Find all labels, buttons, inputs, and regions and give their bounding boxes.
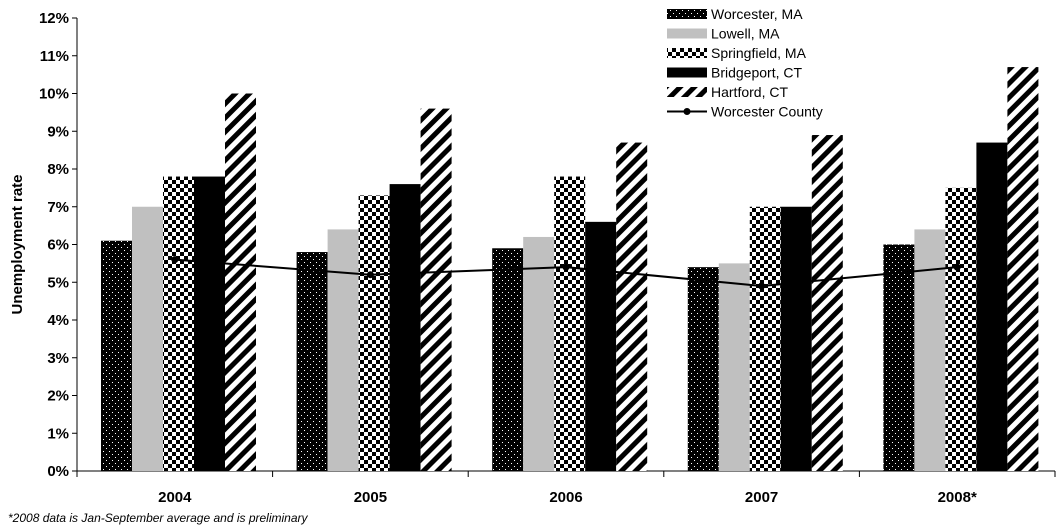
- bar-lowell-ma-2004: [132, 206, 163, 471]
- x-category-label: 2007: [745, 489, 778, 506]
- bars: [101, 67, 1039, 472]
- y-tick-label: 6%: [47, 237, 69, 254]
- bar-lowell-ma-2006: [523, 236, 555, 471]
- y-tick-label: 12%: [39, 10, 69, 27]
- y-tick-label: 11%: [40, 48, 69, 65]
- bar-lowell-ma-2008: [914, 229, 946, 471]
- line-point: [562, 263, 570, 271]
- y-tick-label: 1%: [47, 425, 69, 442]
- bar-worcester-ma-2005: [296, 252, 328, 471]
- y-tick-label: 3%: [47, 350, 69, 367]
- legend-label: Springfield, MA: [711, 45, 807, 61]
- bar-worcester-ma-2007: [687, 267, 719, 471]
- x-category-label: 2006: [549, 489, 582, 506]
- bar-worcester-ma-2004: [101, 240, 132, 471]
- bar-springfield-ma-2008: [945, 187, 977, 471]
- y-tick-label: 9%: [47, 123, 69, 140]
- legend-line-marker: [683, 108, 691, 115]
- bar-bridgeport-ct-2008: [976, 142, 1008, 471]
- y-tick-label: 5%: [47, 274, 69, 291]
- y-tick-label: 8%: [47, 161, 69, 178]
- y-tick-label: 7%: [47, 199, 69, 216]
- axes: 0% 1% 2% 3% 4% 5% 6% 7% 8% 9% 10% 11% 12% Unemploymen…: [9, 10, 1056, 506]
- unemployment-chart: 0% 1% 2% 3% 4% 5% 6% 7% 8% 9% 10% 11% 12% Unemploymen…: [9, 6, 1056, 506]
- line-point: [171, 256, 179, 264]
- y-tick-label: 10%: [39, 86, 69, 103]
- bar-springfield-ma-2006: [554, 176, 586, 472]
- y-tick-label: 0%: [47, 463, 69, 480]
- bar-bridgeport-ct-2006: [585, 221, 617, 471]
- bar-worcester-ma-2008: [883, 244, 915, 471]
- x-category-label: 2005: [354, 489, 387, 506]
- bar-bridgeport-ct-2007: [780, 206, 812, 471]
- footnote: *2008 data is Jan-September average and …: [8, 511, 308, 525]
- legend-label: Worcester, MA: [711, 6, 803, 22]
- legend-label: Bridgeport, CT: [711, 65, 802, 81]
- legend-label: Lowell, MA: [711, 26, 780, 42]
- bar-springfield-ma-2007: [749, 206, 781, 471]
- bar-hartford-ct-2006: [616, 142, 648, 471]
- y-axis-title: Unemployment rate: [9, 174, 26, 314]
- y-tick-label: 2%: [47, 388, 69, 405]
- county-line: [171, 256, 961, 290]
- legend-swatch: [667, 87, 707, 97]
- legend-label: Hartford, CT: [711, 84, 788, 100]
- legend-swatch: [667, 67, 707, 78]
- x-category-label: 2008*: [938, 489, 977, 506]
- bar-hartford-ct-2004: [225, 93, 256, 471]
- line-point: [366, 271, 374, 279]
- bar-lowell-ma-2007: [718, 263, 750, 471]
- legend: Worcester, MA Lowell, MA Springfield, MA Br…: [667, 6, 823, 120]
- bar-bridgeport-ct-2004: [194, 176, 225, 472]
- bar-hartford-ct-2005: [420, 108, 452, 471]
- bar-hartford-ct-2008: [1007, 67, 1039, 471]
- bar-lowell-ma-2005: [327, 229, 359, 471]
- y-tick-label: 4%: [47, 312, 69, 329]
- legend-swatch: [667, 48, 707, 58]
- x-category-label: 2004: [158, 489, 192, 506]
- line-point: [758, 282, 766, 290]
- line-point: [953, 263, 961, 271]
- legend-swatch: [667, 9, 707, 19]
- legend-swatch: [667, 28, 707, 39]
- bar-worcester-ma-2006: [492, 248, 524, 471]
- bar-hartford-ct-2007: [811, 135, 843, 471]
- bar-springfield-ma-2005: [358, 195, 390, 472]
- bar-springfield-ma-2004: [163, 176, 194, 472]
- bar-bridgeport-ct-2005: [389, 184, 421, 471]
- legend-label: Worcester County: [711, 104, 823, 120]
